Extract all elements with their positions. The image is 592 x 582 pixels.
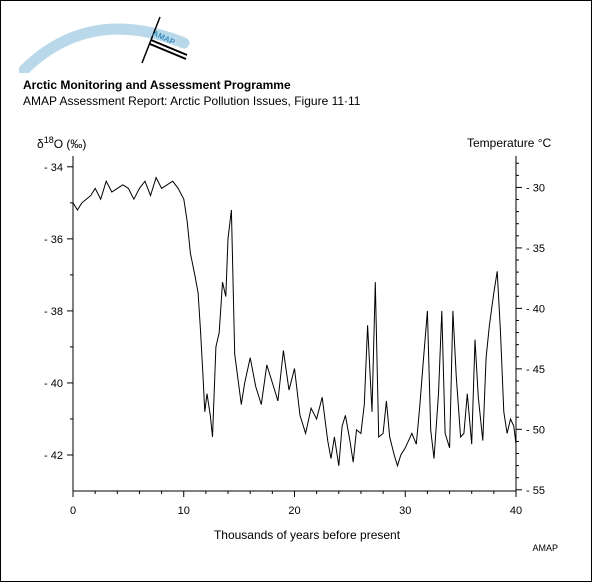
chart-labels: δ18O (‰) Temperature °C Thousands of yea… <box>37 135 551 542</box>
y-tick-label-left: - 36 <box>44 234 63 246</box>
page-subtitle: AMAP Assessment Report: Arctic Pollution… <box>23 94 361 108</box>
y-tick-label-right: - 40 <box>526 303 545 315</box>
y-tick-label-left: - 42 <box>44 450 63 462</box>
y-tick-label-right: - 45 <box>526 364 545 376</box>
footer-credit: AMAP <box>532 543 558 553</box>
logo-tag-line <box>150 39 188 56</box>
x-tick-label: 20 <box>288 505 300 517</box>
y-axis-label-left: δ18O (‰) <box>37 135 86 151</box>
x-tick-label: 0 <box>70 505 76 517</box>
y-tick-label-left: - 38 <box>44 306 63 318</box>
y-tick-label-right: - 35 <box>526 243 545 255</box>
amap-logo-icon: AMAP <box>19 16 190 73</box>
y-tick-label-right: - 55 <box>526 485 545 497</box>
chart-axes: 0 10 20 30 40 - 34 - 36 - 38 - 40 - 42 - 30 - 35 - 4… <box>44 156 545 517</box>
logo-tag-line <box>149 43 187 60</box>
y-tick-label-right: - 30 <box>526 182 545 194</box>
x-tick-label: 30 <box>399 505 411 517</box>
series-line <box>72 176 517 468</box>
y-tick-label-left: - 34 <box>44 162 63 174</box>
y-tick-label-left: - 40 <box>44 378 63 390</box>
logo-arc <box>19 23 190 73</box>
y-tick-label-right: - 50 <box>526 424 545 436</box>
y-axis-label-right: Temperature °C <box>467 136 551 150</box>
page-title: Arctic Monitoring and Assessment Program… <box>23 78 291 92</box>
x-axis-label: Thousands of years before present <box>214 528 401 542</box>
x-tick-label: 10 <box>178 505 190 517</box>
x-tick-label: 40 <box>510 505 522 517</box>
